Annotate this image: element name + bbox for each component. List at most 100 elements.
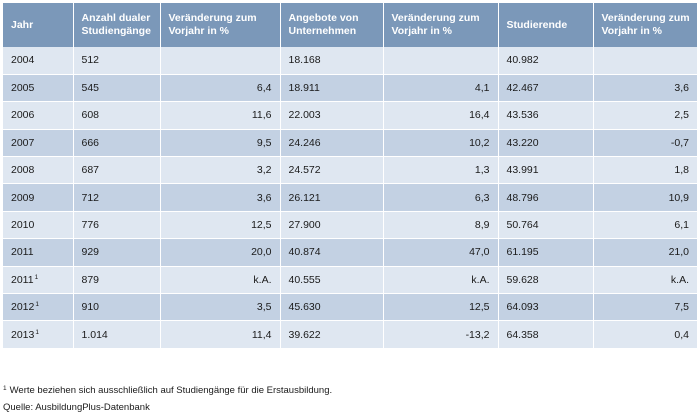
cell-students-change: 10,9 bbox=[593, 183, 697, 212]
cell-offers-change: 16,4 bbox=[383, 101, 499, 130]
cell-company-offers: 39.622 bbox=[280, 320, 384, 349]
cell-students: 64.093 bbox=[498, 293, 594, 322]
year-value: 2007 bbox=[11, 136, 35, 149]
header-year: Jahr bbox=[3, 3, 74, 47]
cell-year: 2005 bbox=[3, 74, 74, 103]
footnote: 1 Werte beziehen sich ausschließlich auf … bbox=[3, 385, 332, 396]
cell-students: 59.628 bbox=[498, 266, 594, 295]
footnote-reference: 1 bbox=[34, 273, 39, 281]
cell-year: 2008 bbox=[3, 156, 74, 185]
cell-students: 61.195 bbox=[498, 238, 594, 267]
cell-students-change: 3,6 bbox=[593, 74, 697, 103]
cell-students-change: 2,5 bbox=[593, 101, 697, 130]
cell-course-count: 545 bbox=[73, 74, 161, 103]
cell-course-count: 1.014 bbox=[73, 320, 161, 349]
cell-offers-change: 8,9 bbox=[383, 211, 499, 240]
table-row: 20131 1.014 11,4 39.622 -13,2 64.358 0,4 bbox=[3, 320, 697, 349]
cell-offers-change: 47,0 bbox=[383, 238, 499, 267]
header-students-change: Veränderung zum Vorjahr in % bbox=[593, 3, 697, 47]
cell-year: 2007 bbox=[3, 129, 74, 158]
cell-offers-change: 4,1 bbox=[383, 74, 499, 103]
header-company-offers: Angebote von Unternehmen bbox=[280, 3, 384, 47]
footnote-reference: 1 bbox=[35, 301, 39, 309]
header-course-count: Anzahl dualer Studiengänge bbox=[73, 3, 161, 47]
header-course-change: Veränderung zum Vorjahr in % bbox=[160, 3, 281, 47]
table-row: 2006 608 11,6 22.003 16,4 43.536 2,5 bbox=[3, 101, 697, 130]
table-row: 2005 545 6,4 18.911 4,1 42.467 3,6 bbox=[3, 74, 697, 103]
cell-company-offers: 26.121 bbox=[280, 183, 384, 212]
cell-course-change bbox=[160, 47, 281, 75]
cell-students: 43.220 bbox=[498, 129, 594, 158]
cell-course-count: 879 bbox=[73, 266, 161, 295]
footnote-text: Werte beziehen sich ausschließlich auf S… bbox=[9, 385, 333, 396]
header-offers-change: Veränderung zum Vorjahr in % bbox=[383, 3, 499, 47]
table-row: 2011 929 20,0 40.874 47,0 61.195 21,0 bbox=[3, 238, 697, 267]
cell-year: 2011 bbox=[3, 238, 74, 267]
cell-course-change: 12,5 bbox=[160, 211, 281, 240]
year-value: 2010 bbox=[11, 219, 35, 232]
table-row: 20121 910 3,5 45.630 12,5 64.093 7,5 bbox=[3, 293, 697, 322]
table-row: 2004 512 18.168 40.982 bbox=[3, 47, 697, 75]
table-row: 20111 879 k.A. 40.555 k.A. 59.628 k.A. bbox=[3, 266, 697, 295]
cell-students-change: 0,4 bbox=[593, 320, 697, 349]
cell-course-change: 3,2 bbox=[160, 156, 281, 185]
year-value: 2011 bbox=[11, 246, 34, 259]
cell-students: 40.982 bbox=[498, 47, 594, 75]
cell-company-offers: 27.900 bbox=[280, 211, 384, 240]
cell-year: 20121 bbox=[3, 293, 74, 322]
cell-course-count: 666 bbox=[73, 129, 161, 158]
cell-course-count: 712 bbox=[73, 183, 161, 212]
table-row: 2010 776 12,5 27.900 8,9 50.764 6,1 bbox=[3, 211, 697, 240]
cell-year: 20111 bbox=[3, 266, 74, 295]
cell-company-offers: 40.555 bbox=[280, 266, 384, 295]
year-value: 2011 bbox=[11, 273, 34, 286]
cell-course-count: 608 bbox=[73, 101, 161, 130]
statistics-table: Jahr Anzahl dualer Studiengänge Veränder… bbox=[3, 3, 697, 349]
cell-company-offers: 18.168 bbox=[280, 47, 384, 75]
footnote-marker: 1 bbox=[3, 385, 7, 392]
cell-year: 2009 bbox=[3, 183, 74, 212]
cell-course-change: k.A. bbox=[160, 266, 281, 295]
cell-course-change: 9,5 bbox=[160, 129, 281, 158]
cell-students: 43.536 bbox=[498, 101, 594, 130]
cell-students: 42.467 bbox=[498, 74, 594, 103]
cell-year: 2006 bbox=[3, 101, 74, 130]
cell-course-change: 3,6 bbox=[160, 183, 281, 212]
table-body: 2004 512 18.168 40.982 2005 545 6,4 18.911 4,1 42… bbox=[3, 47, 697, 349]
cell-course-change: 11,6 bbox=[160, 101, 281, 130]
cell-students: 48.796 bbox=[498, 183, 594, 212]
cell-course-count: 687 bbox=[73, 156, 161, 185]
cell-offers-change: -13,2 bbox=[383, 320, 499, 349]
header-students: Studierende bbox=[498, 3, 594, 47]
table-row: 2008 687 3,2 24.572 1,3 43.991 1,8 bbox=[3, 156, 697, 185]
cell-offers-change: 10,2 bbox=[383, 129, 499, 158]
year-value: 2005 bbox=[11, 82, 35, 95]
cell-offers-change: 12,5 bbox=[383, 293, 499, 322]
cell-offers-change bbox=[383, 47, 499, 75]
cell-course-change: 3,5 bbox=[160, 293, 281, 322]
cell-students-change: k.A. bbox=[593, 266, 697, 295]
cell-offers-change: 6,3 bbox=[383, 183, 499, 212]
cell-company-offers: 24.572 bbox=[280, 156, 384, 185]
source-note: Quelle: AusbildungPlus-Datenbank bbox=[3, 402, 150, 413]
cell-company-offers: 24.246 bbox=[280, 129, 384, 158]
cell-students-change: -0,7 bbox=[593, 129, 697, 158]
cell-students-change: 21,0 bbox=[593, 238, 697, 267]
year-value: 2008 bbox=[11, 164, 35, 177]
cell-year: 20131 bbox=[3, 320, 74, 349]
footnote-reference: 1 bbox=[35, 328, 39, 336]
cell-students-change bbox=[593, 47, 697, 75]
year-value: 2004 bbox=[11, 54, 35, 67]
table-row: 2007 666 9,5 24.246 10,2 43.220 -0,7 bbox=[3, 129, 697, 158]
cell-students: 43.991 bbox=[498, 156, 594, 185]
year-value: 2006 bbox=[11, 109, 35, 122]
cell-offers-change: k.A. bbox=[383, 266, 499, 295]
cell-course-count: 776 bbox=[73, 211, 161, 240]
year-value: 2012 bbox=[11, 301, 35, 314]
cell-course-count: 910 bbox=[73, 293, 161, 322]
cell-year: 2004 bbox=[3, 47, 74, 75]
cell-company-offers: 22.003 bbox=[280, 101, 384, 130]
cell-students: 50.764 bbox=[498, 211, 594, 240]
header-row: Jahr Anzahl dualer Studiengänge Veränder… bbox=[3, 3, 697, 47]
cell-company-offers: 18.911 bbox=[280, 74, 384, 103]
